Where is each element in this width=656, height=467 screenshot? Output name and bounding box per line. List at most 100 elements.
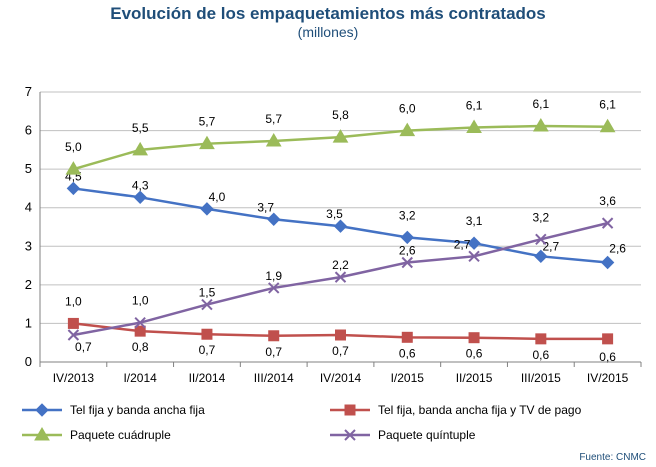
data-label: 3,7	[257, 200, 274, 214]
data-point-diamond	[600, 255, 615, 270]
data-point-diamond	[333, 219, 348, 233]
data-label: 1,0	[65, 294, 82, 308]
y-tick-label: 4	[25, 200, 32, 215]
data-label: 5,5	[132, 121, 149, 135]
series-line	[73, 221, 608, 337]
data-label: 3,2	[399, 208, 416, 222]
data-point-square	[335, 329, 346, 341]
data-point-triangle	[332, 129, 349, 143]
data-point-triangle	[199, 135, 215, 150]
data-label: 0,7	[332, 344, 349, 358]
data-label: 4,3	[132, 178, 149, 192]
data-label: 0,6	[599, 350, 616, 364]
data-point-x	[134, 316, 146, 329]
data-label: 3,1	[466, 214, 483, 228]
data-point-square	[201, 328, 213, 340]
data-point-diamond	[200, 202, 214, 216]
data-point-x	[344, 429, 356, 441]
data-label: 3,2	[532, 210, 549, 224]
y-tick-label: 1	[25, 315, 32, 330]
data-point-triangle	[599, 118, 616, 133]
data-label: 6,1	[466, 98, 483, 112]
data-point-x	[601, 217, 614, 229]
y-tick-label: 0	[25, 354, 32, 369]
data-label: 6,1	[599, 98, 616, 112]
data-label: 1,5	[199, 286, 216, 300]
data-label: 0,7	[199, 343, 216, 357]
data-point-x	[268, 282, 280, 294]
data-label: 2,6	[399, 243, 416, 257]
data-point-triangle	[532, 117, 549, 132]
data-point-triangle	[65, 161, 82, 175]
legend-label: Paquete cuádruple	[70, 428, 171, 442]
x-tick-label: II/2015	[456, 371, 493, 385]
x-tick-label: III/2015	[521, 371, 561, 385]
chart-title: Evolución de los empaquetamientos más co…	[110, 4, 546, 23]
data-point-diamond	[267, 212, 281, 226]
data-label: 0,7	[75, 340, 92, 354]
data-point-square	[67, 317, 79, 329]
data-point-diamond	[66, 181, 81, 196]
source-note: Fuente: CNMC	[579, 452, 646, 463]
legend-label: Tel fija, banda ancha fija y TV de pago	[378, 403, 582, 417]
data-point-triangle	[132, 141, 149, 156]
x-tick-label: IV/2014	[320, 371, 362, 385]
data-point-x	[67, 329, 80, 341]
data-point-square	[535, 333, 547, 345]
data-point-diamond	[467, 236, 481, 250]
data-point-x	[334, 271, 347, 283]
data-label: 0,6	[532, 348, 549, 362]
y-tick-label: 5	[25, 161, 32, 176]
x-tick-label: I/2014	[123, 371, 157, 385]
data-point-diamond	[133, 190, 147, 205]
data-point-triangle	[399, 122, 416, 137]
data-point-square	[344, 404, 356, 416]
data-label: 2,7	[542, 239, 559, 253]
data-point-triangle	[34, 427, 50, 441]
data-point-square	[468, 332, 480, 344]
data-point-x	[468, 250, 480, 263]
data-label: 0,6	[466, 347, 483, 361]
data-label: 0,6	[399, 346, 416, 360]
x-tick-label: III/2014	[254, 371, 294, 385]
data-label: 6,1	[532, 97, 549, 111]
y-tick-label: 7	[25, 84, 32, 99]
chart-subtitle: (millones)	[297, 24, 359, 40]
data-label: 2,6	[609, 241, 626, 255]
data-label: 5,8	[332, 108, 349, 122]
data-label: 2,2	[332, 258, 349, 272]
data-label: 5,7	[199, 115, 216, 129]
data-label: 5,0	[65, 140, 82, 154]
data-label: 4,0	[209, 190, 226, 204]
data-label: 3,6	[599, 194, 616, 208]
data-point-triangle	[265, 132, 282, 147]
data-point-x	[201, 298, 213, 311]
data-point-triangle	[466, 119, 482, 133]
legend-label: Tel fija y banda ancha fija	[70, 403, 205, 417]
data-label: 0,7	[265, 345, 282, 359]
data-label: 3,5	[326, 207, 343, 221]
data-point-x	[401, 256, 413, 269]
data-label: 6,0	[399, 102, 416, 116]
data-point-square	[134, 325, 146, 337]
data-point-square	[602, 333, 614, 345]
x-tick-label: I/2015	[391, 371, 425, 385]
x-tick-label: II/2014	[189, 371, 226, 385]
data-label: 2,7	[454, 237, 471, 251]
data-point-diamond	[534, 249, 548, 264]
data-point-diamond	[400, 230, 414, 245]
data-label: 1,0	[132, 294, 149, 308]
data-point-square	[401, 331, 413, 343]
data-label: 5,7	[265, 112, 282, 126]
y-tick-label: 2	[25, 277, 32, 292]
data-label: 0,8	[132, 340, 149, 354]
x-tick-label: IV/2013	[53, 371, 95, 385]
y-tick-label: 3	[25, 238, 32, 253]
x-tick-label: IV/2015	[587, 371, 629, 385]
data-label: 1,9	[265, 269, 282, 283]
legend-label: Paquete quíntuple	[378, 428, 476, 442]
data-point-square	[268, 330, 280, 342]
data-point-x	[535, 233, 547, 246]
data-point-diamond	[35, 403, 49, 417]
